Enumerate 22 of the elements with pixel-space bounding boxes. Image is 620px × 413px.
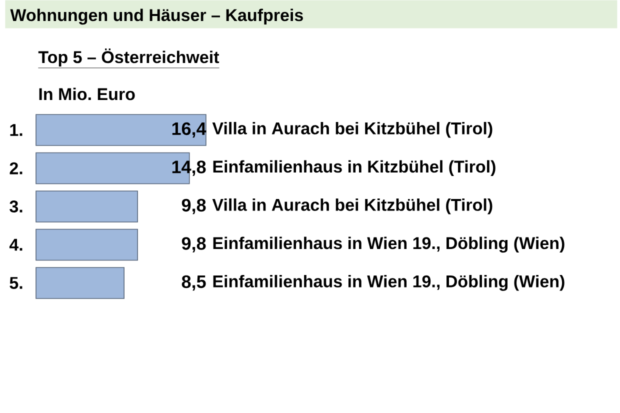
bar <box>36 114 206 146</box>
y-tick-label: Einfamilienhaus in Wien 19., Döbling (Wien) <box>213 274 564 291</box>
bar <box>36 228 138 261</box>
y-tick-label: Einfamilienhaus in Kitzbühel (Tirol) <box>213 160 496 176</box>
y-tick-label: Villa in Aurach bei Kitzbühel (Tirol) <box>212 122 492 138</box>
y-tick-label: Einfamilienhaus in Wien 19., Döbling (Wien) <box>213 236 564 253</box>
text: 4. <box>9 238 22 251</box>
chart-subtitle: Top 5 – Österreichweit <box>38 48 220 67</box>
x-axis-title: In Mio. Euro <box>39 88 135 100</box>
bar <box>36 267 124 299</box>
text: 3. <box>10 200 22 213</box>
data-label: 14,8 <box>172 160 206 176</box>
chart-title: Wohnungen und Häuser – Kaufpreis <box>10 8 303 25</box>
text: 1. <box>10 124 22 136</box>
data-label: 16,4 <box>172 122 206 138</box>
y-tick-label: Villa in Aurach bei Kitzbühel (Tirol) <box>212 198 492 214</box>
data-label: 9,8 <box>182 237 206 252</box>
text: 2. <box>10 162 22 174</box>
text: 5. <box>10 277 22 289</box>
data-label: 8,5 <box>182 275 206 291</box>
data-label: 9,8 <box>182 198 206 214</box>
bar <box>36 190 138 222</box>
